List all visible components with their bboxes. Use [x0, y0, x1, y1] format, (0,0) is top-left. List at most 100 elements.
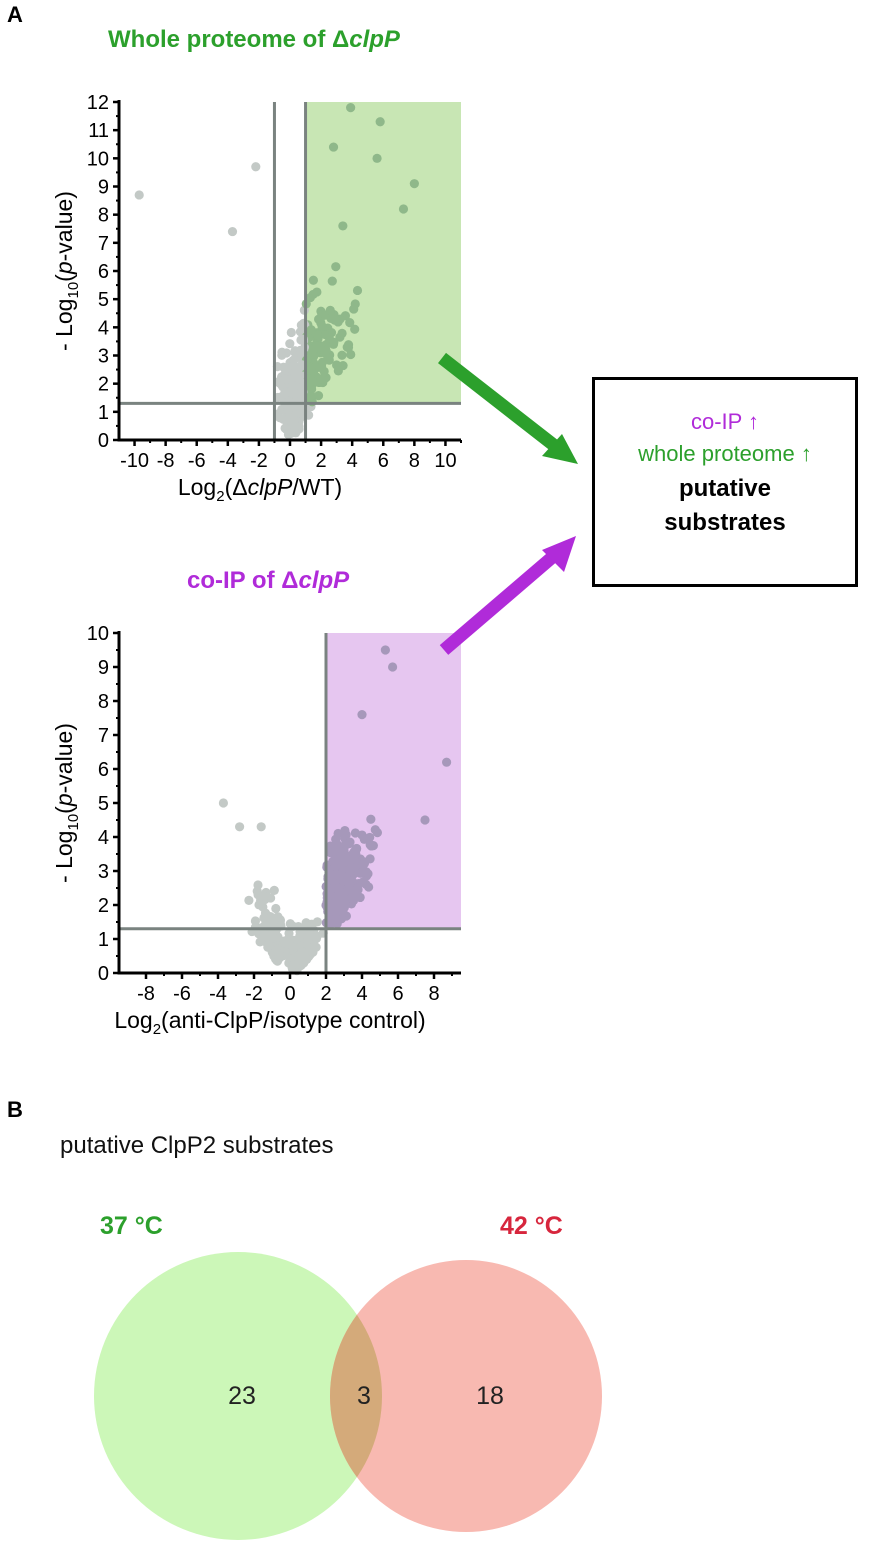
data-point: [244, 895, 254, 905]
volcano-2-title: co-IP of ΔclpP: [187, 567, 349, 595]
y-tick-label: 4: [98, 827, 109, 849]
data-point: [337, 328, 347, 338]
data-point: [267, 928, 278, 939]
y-tick-label: 8: [98, 691, 109, 713]
data-point: [330, 898, 340, 909]
data-point: [274, 951, 284, 962]
data-point: [342, 875, 353, 885]
y-tick-label: 7: [98, 233, 109, 255]
callout-line-putative: putative: [678, 475, 771, 502]
y-tick-label: 9: [98, 657, 109, 679]
x-axis-label: Log2(anti-ClpP/isotype control): [114, 1007, 425, 1038]
data-point: [365, 832, 375, 843]
panel-letter-a: A: [7, 2, 23, 27]
data-point: [338, 891, 348, 901]
y-tick-label: 2: [98, 895, 109, 917]
data-point: [442, 757, 452, 767]
points-layer: [218, 645, 452, 976]
venn-title: putative ClpP2 substrates: [60, 1132, 334, 1159]
x-tick-label: 8: [428, 983, 439, 1005]
y-tick-label: 1: [98, 929, 109, 951]
data-point: [343, 342, 354, 353]
data-point: [259, 891, 269, 901]
data-point: [294, 954, 304, 964]
venn-diagram: 23 3 18: [94, 1252, 602, 1540]
x-tick-label: 2: [316, 450, 327, 472]
data-point: [366, 814, 376, 824]
data-point: [256, 822, 266, 832]
data-point: [333, 366, 343, 376]
data-point: [286, 428, 296, 439]
venn-label-42c: 42 °C: [500, 1212, 563, 1240]
y-tick-label: 6: [98, 261, 109, 283]
data-point: [352, 285, 363, 296]
data-point: [388, 662, 398, 672]
data-point: [327, 884, 337, 894]
data-point: [372, 153, 382, 163]
data-point: [295, 408, 305, 418]
data-point: [398, 204, 409, 214]
data-point: [345, 865, 355, 875]
data-point: [251, 162, 261, 172]
callout-line-co-ip: co-IP ↑: [690, 409, 760, 434]
x-tick-label: 4: [347, 450, 358, 472]
data-point: [309, 941, 319, 951]
data-point: [304, 378, 315, 388]
data-point: [308, 344, 318, 354]
data-point: [317, 321, 327, 331]
data-point: [301, 953, 311, 963]
data-point: [357, 710, 367, 720]
data-point: [321, 345, 331, 356]
volcano-2-title-prefix: co-IP of Δ: [187, 567, 299, 594]
y-tick-label: 10: [87, 623, 109, 645]
x-tick-label: -6: [188, 450, 206, 472]
data-point: [277, 350, 287, 360]
data-point: [305, 929, 315, 939]
data-point: [344, 839, 354, 849]
data-point: [297, 360, 307, 370]
data-point: [308, 289, 318, 300]
data-point: [289, 355, 299, 365]
data-point: [227, 226, 238, 237]
data-point: [345, 318, 355, 328]
data-point: [341, 853, 352, 863]
data-point: [260, 930, 271, 940]
data-point: [288, 384, 298, 395]
data-point: [330, 315, 340, 325]
data-point: [275, 392, 285, 402]
data-point: [330, 846, 340, 856]
data-point: [358, 860, 368, 870]
y-tick-label: 1: [98, 402, 109, 424]
data-point: [266, 914, 276, 924]
data-point: [311, 933, 322, 944]
data-point: [280, 363, 290, 373]
callout-line-whole-proteome: whole proteome ↑: [638, 441, 812, 466]
x-tick-label: 0: [284, 983, 295, 1005]
callout-line-substrates: substrates: [664, 509, 786, 536]
x-tick-label: -10: [120, 450, 149, 472]
x-tick-label: 2: [320, 983, 331, 1005]
volcano-1-title-prefix: Whole proteome of Δ: [108, 26, 350, 53]
data-point: [325, 920, 335, 930]
data-point: [306, 325, 316, 335]
data-point: [350, 324, 360, 334]
x-tick-label: -8: [137, 983, 155, 1005]
data-point: [349, 304, 359, 314]
data-point: [271, 903, 281, 914]
putative-substrates-callout: co-IP ↑ whole proteome ↑ putative substr…: [592, 377, 858, 587]
data-point: [328, 142, 339, 152]
data-point: [363, 869, 373, 879]
x-tick-label: -4: [219, 450, 237, 472]
x-axis-label: Log2(ΔclpP/WT): [178, 474, 342, 505]
y-axis-label: - Log10(p-value): [51, 723, 82, 883]
data-point: [308, 275, 318, 285]
data-point: [255, 937, 265, 947]
data-point: [306, 364, 316, 375]
data-point: [324, 333, 334, 343]
x-tick-label: 8: [409, 450, 420, 472]
data-point: [337, 350, 347, 360]
data-point: [312, 917, 323, 927]
x-tick-label: -2: [245, 983, 263, 1005]
data-point: [327, 276, 337, 286]
